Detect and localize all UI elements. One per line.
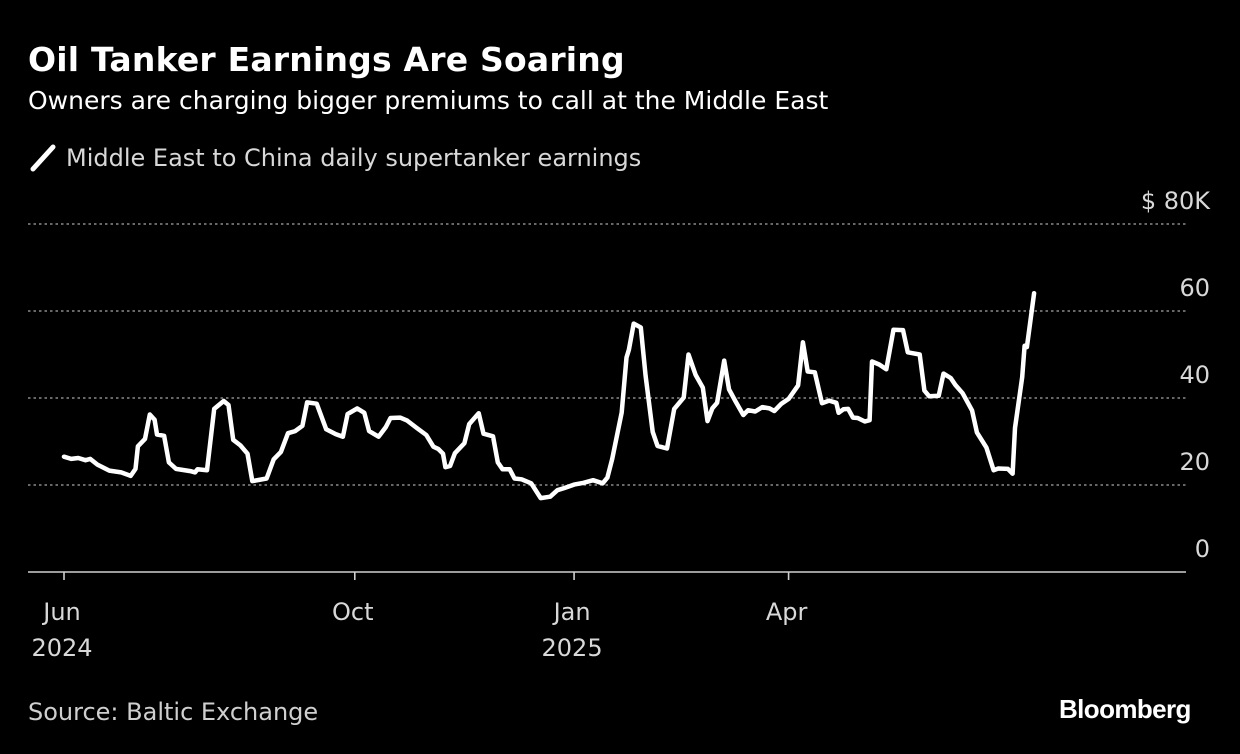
y-tick-label: 40 (1179, 361, 1210, 389)
x-tick-label: Oct (332, 598, 374, 626)
legend-label: Middle East to China daily supertanker e… (66, 144, 642, 172)
source-note: Source: Baltic Exchange (28, 698, 319, 726)
chart-title: Oil Tanker Earnings Are Soaring (28, 40, 625, 79)
x-tick-label: Jan (552, 598, 591, 626)
x-tick-year-label: 2024 (31, 634, 92, 662)
x-tick-year-label: 2025 (542, 634, 603, 662)
legend-swatch-icon (30, 144, 56, 172)
y-tick-label: 60 (1179, 274, 1210, 302)
series-line (61, 290, 1037, 501)
bloomberg-logo: Bloomberg (1059, 694, 1191, 724)
y-tick-label: $ 80K (1141, 187, 1211, 215)
chart-subtitle: Owners are charging bigger premiums to c… (28, 86, 829, 115)
x-tick-label: Jun (41, 598, 81, 626)
y-tick-label: 0 (1195, 535, 1210, 563)
y-tick-label: 20 (1179, 448, 1210, 476)
x-tick-label: Apr (766, 598, 808, 626)
legend: Middle East to China daily supertanker e… (30, 143, 641, 173)
